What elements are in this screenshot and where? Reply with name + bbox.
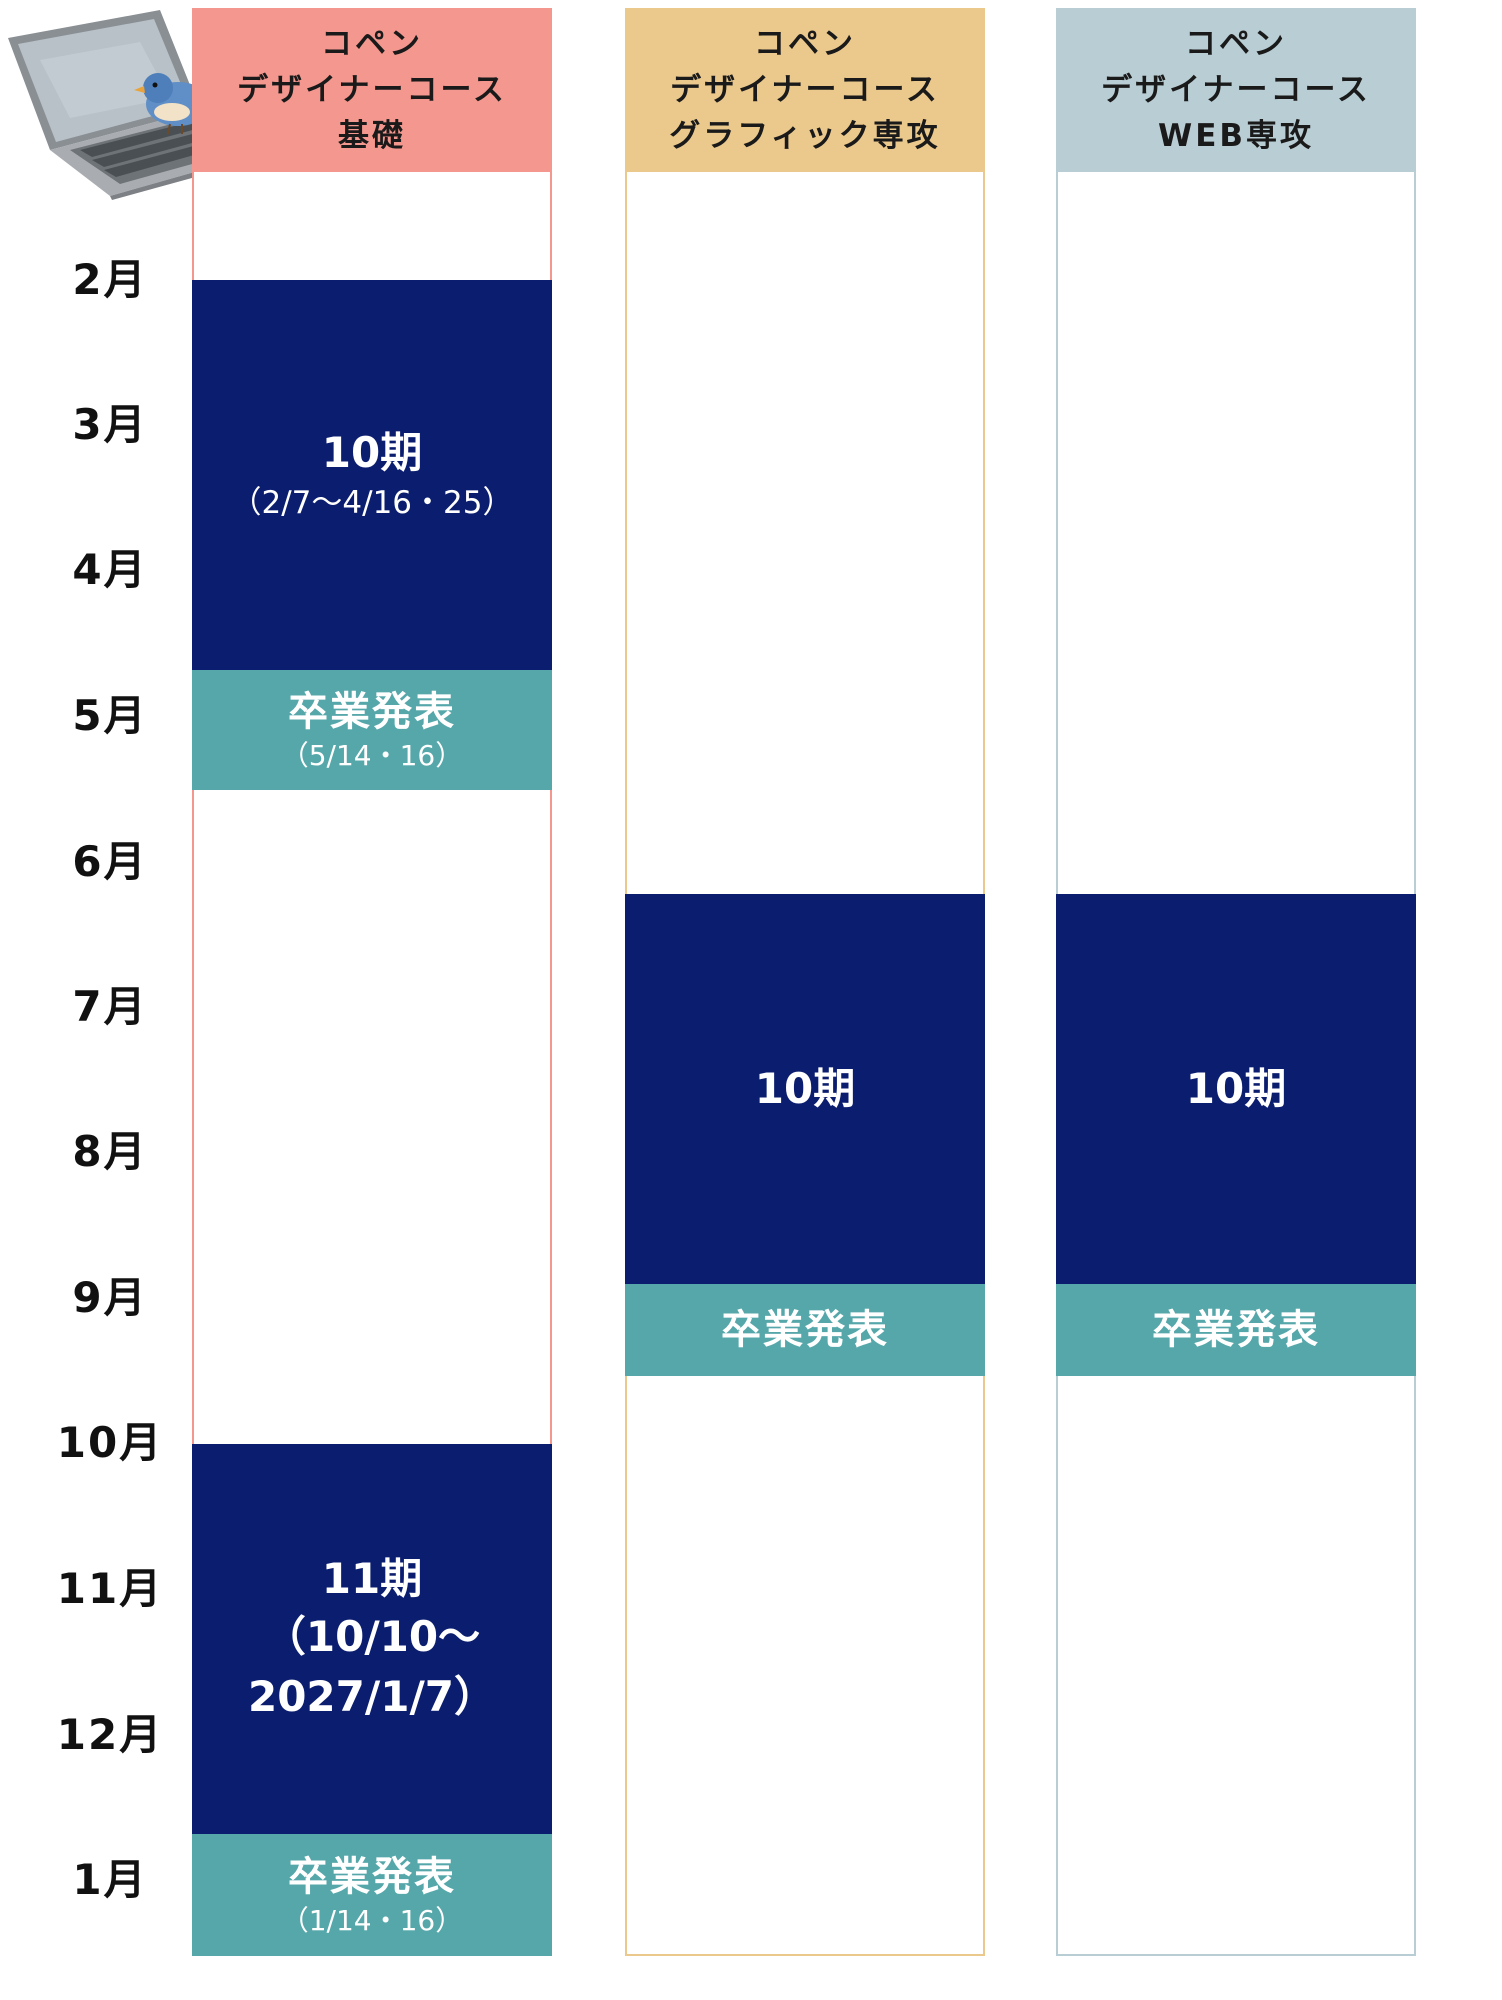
graduation-label: 卒業発表 (288, 1854, 456, 1900)
header-line: グラフィック専攻 (669, 118, 941, 154)
column-basic: コペン デザイナーコース 基礎 10期 （2/7～4/16・25） 卒業発表 （… (192, 8, 552, 1956)
graduation-dates: （1/14・16） (280, 1904, 464, 1937)
header-line: デザイナーコース (670, 72, 940, 108)
month-label-aug: 8月 (72, 1127, 148, 1176)
graduation-block: 卒業発表 （1/14・16） (192, 1834, 552, 1956)
month-label-feb: 2月 (72, 255, 148, 304)
month-label-nov: 11月 (56, 1564, 164, 1613)
column-header-graphic: コペン デザイナーコース グラフィック専攻 (625, 8, 985, 172)
term-block-11: 11期 （10/10～ 2027/1/7） (192, 1444, 552, 1834)
header-line: コペン (754, 26, 856, 62)
header-line: コペン (1185, 26, 1287, 62)
term-dates-line2: 2027/1/7） (247, 1672, 497, 1721)
column-web: コペン デザイナーコース WEB専攻 10期 卒業発表 (1056, 8, 1416, 1956)
month-label-may: 5月 (72, 691, 148, 740)
term-block-10: 10期 （2/7～4/16・25） (192, 280, 552, 670)
graduation-label: 卒業発表 (1152, 1307, 1320, 1353)
header-line: デザイナーコース (1101, 72, 1371, 108)
graduation-block: 卒業発表 (1056, 1284, 1416, 1376)
header-line: デザイナーコース (237, 72, 507, 108)
month-label-jul: 7月 (72, 982, 148, 1031)
graduation-block: 卒業発表 (625, 1284, 985, 1376)
column-graphic: コペン デザイナーコース グラフィック専攻 10期 卒業発表 (625, 8, 985, 1956)
month-label-apr: 4月 (72, 545, 148, 594)
term-label: 10期 (754, 1064, 856, 1113)
month-label-oct: 10月 (56, 1418, 164, 1467)
term-block-10: 10期 (1056, 894, 1416, 1284)
header-line: WEB専攻 (1158, 118, 1314, 154)
column-header-web: コペン デザイナーコース WEB専攻 (1056, 8, 1416, 172)
header-line: 基礎 (338, 118, 406, 154)
term-label: 10期 (1185, 1064, 1287, 1113)
graduation-dates: （5/14・16） (280, 739, 464, 772)
graduation-label: 卒業発表 (721, 1307, 889, 1353)
term-block-10: 10期 (625, 894, 985, 1284)
term-label: 10期 (321, 428, 423, 477)
month-label-sep: 9月 (72, 1273, 148, 1322)
month-label-dec: 12月 (56, 1710, 164, 1759)
graduation-block: 卒業発表 （5/14・16） (192, 670, 552, 790)
graduation-label: 卒業発表 (288, 689, 456, 735)
column-header-basic: コペン デザイナーコース 基礎 (192, 8, 552, 172)
header-line: コペン (321, 26, 423, 62)
term-label: 11期 (321, 1554, 423, 1603)
term-dates-line1: （10/10～ (263, 1612, 481, 1661)
month-label-mar: 3月 (72, 400, 148, 449)
month-label-jun: 6月 (72, 837, 148, 886)
term-dates: （2/7～4/16・25） (230, 485, 514, 521)
month-label-jan: 1月 (72, 1855, 148, 1904)
